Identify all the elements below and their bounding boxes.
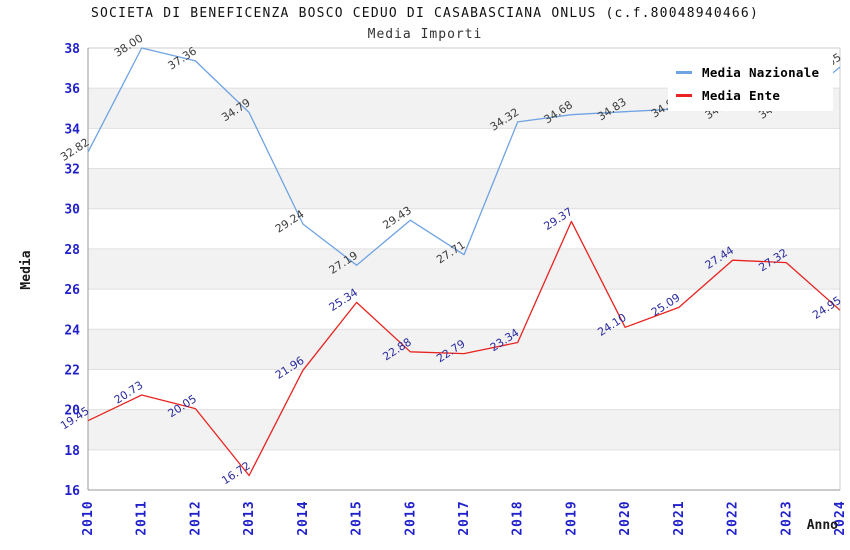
svg-text:22: 22 bbox=[64, 363, 80, 378]
y-axis-title: Media bbox=[19, 250, 34, 289]
x-axis-tick-labels: 2010 2011 2012 2013 2014 2015 2016 2017 2018 2019… bbox=[81, 500, 848, 535]
svg-text:34: 34 bbox=[64, 122, 80, 137]
svg-text:20.73: 20.73 bbox=[112, 379, 145, 407]
svg-text:2022: 2022 bbox=[726, 500, 741, 535]
svg-text:20: 20 bbox=[64, 404, 80, 419]
legend-label-media-nazionale: Media Nazionale bbox=[702, 65, 820, 80]
chart-title: SOCIETA DI BENEFICENZA BOSCO CEDUO DI CA… bbox=[91, 6, 759, 21]
svg-text:32: 32 bbox=[64, 163, 80, 178]
svg-text:32.82: 32.82 bbox=[58, 136, 91, 164]
svg-text:2011: 2011 bbox=[135, 500, 150, 535]
svg-text:2010: 2010 bbox=[81, 500, 96, 535]
svg-text:29.24: 29.24 bbox=[273, 208, 306, 236]
svg-text:2017: 2017 bbox=[457, 500, 472, 535]
svg-text:2021: 2021 bbox=[672, 500, 687, 535]
axis-titles: Media Anno bbox=[19, 250, 838, 533]
svg-text:24: 24 bbox=[64, 323, 80, 338]
legend-item-media-nazionale: Media Nazionale bbox=[676, 62, 819, 83]
svg-text:2014: 2014 bbox=[296, 500, 311, 535]
legend-label-media-ente: Media Ente bbox=[702, 88, 781, 103]
svg-text:25.34: 25.34 bbox=[327, 286, 360, 314]
legend-item-media-ente: Media Ente bbox=[676, 85, 819, 106]
legend: Media Nazionale Media Ente bbox=[668, 57, 834, 111]
svg-text:37.36: 37.36 bbox=[166, 44, 199, 72]
series-line-media-ente bbox=[87, 220, 841, 477]
svg-text:25.09: 25.09 bbox=[649, 291, 682, 319]
svg-text:26: 26 bbox=[64, 283, 80, 298]
svg-text:38.00: 38.00 bbox=[112, 32, 145, 60]
svg-text:2019: 2019 bbox=[564, 500, 579, 535]
svg-text:2024: 2024 bbox=[833, 500, 848, 535]
svg-text:2015: 2015 bbox=[350, 500, 365, 535]
media-nazionale-line-swatch-icon bbox=[676, 71, 692, 74]
svg-text:36: 36 bbox=[64, 82, 80, 97]
x-axis-title: Anno bbox=[807, 518, 838, 533]
svg-text:2016: 2016 bbox=[403, 500, 418, 535]
svg-text:2020: 2020 bbox=[618, 500, 633, 535]
svg-text:2023: 2023 bbox=[779, 500, 794, 535]
svg-text:38: 38 bbox=[64, 42, 80, 57]
y-axis-tick-labels: 16 18 20 22 24 26 28 30 32 34 36 38 bbox=[64, 42, 80, 499]
svg-text:18: 18 bbox=[64, 444, 80, 459]
svg-text:16: 16 bbox=[64, 484, 80, 499]
svg-text:16.72: 16.72 bbox=[219, 459, 252, 487]
svg-text:2013: 2013 bbox=[242, 500, 257, 535]
svg-text:2018: 2018 bbox=[511, 500, 526, 535]
plot-bands bbox=[88, 88, 840, 450]
chart-subtitle: Media Importi bbox=[367, 27, 483, 42]
media-ente-line-swatch-icon bbox=[676, 94, 692, 97]
svg-text:30: 30 bbox=[64, 203, 80, 218]
axes bbox=[87, 47, 841, 491]
svg-text:28: 28 bbox=[64, 243, 80, 258]
svg-text:2012: 2012 bbox=[188, 500, 203, 535]
